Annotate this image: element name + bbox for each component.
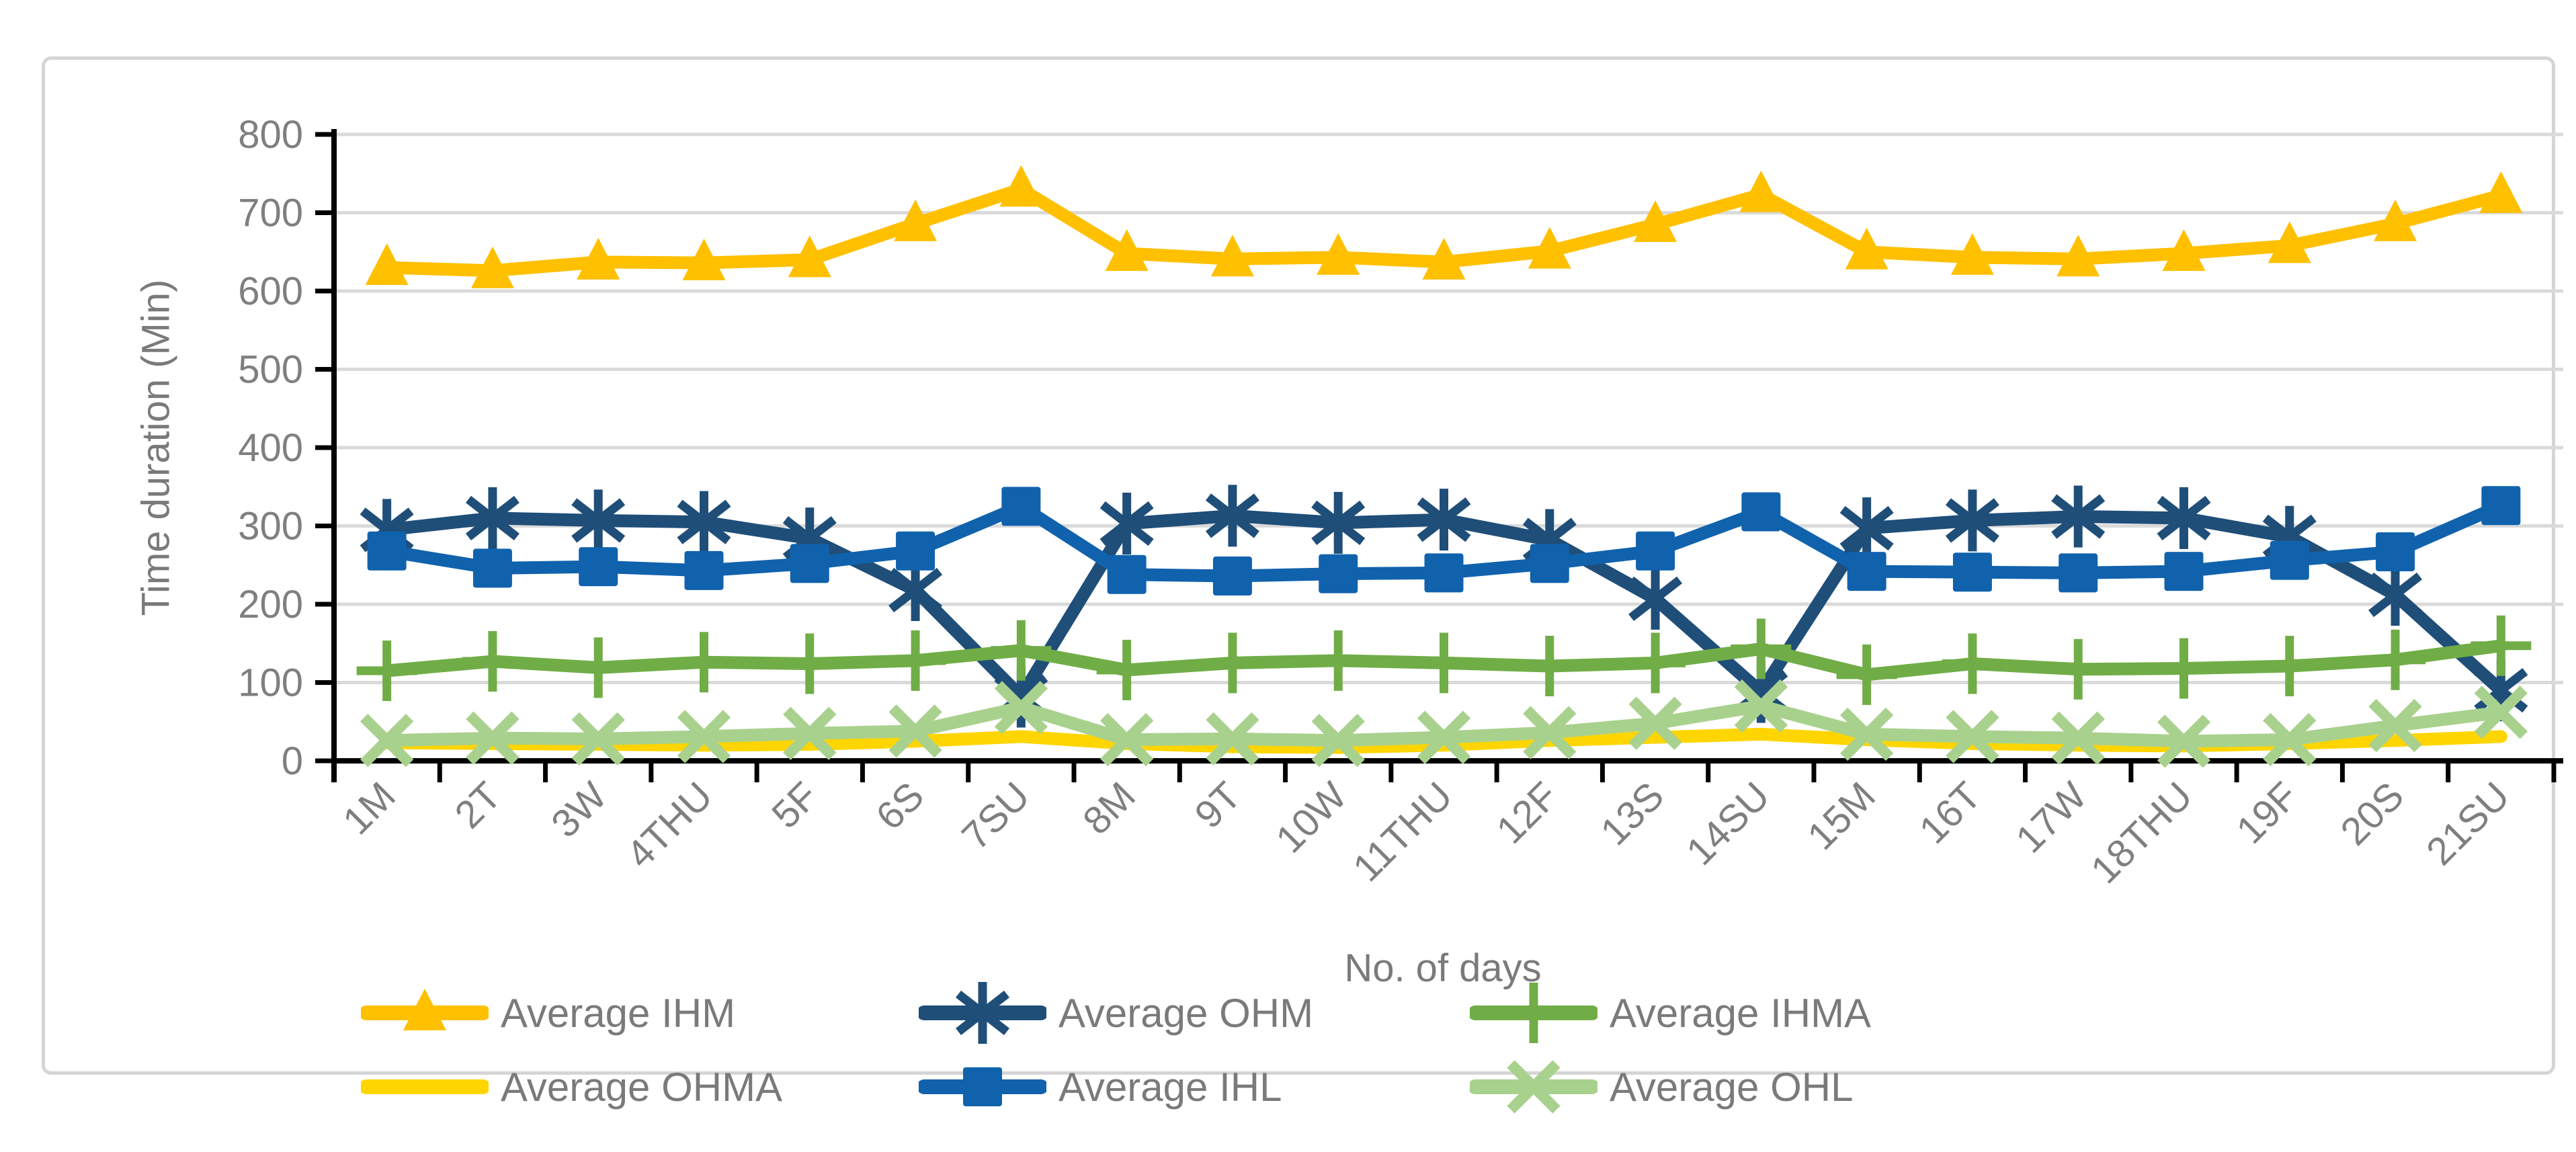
legend-swatch-plus-icon bbox=[1470, 983, 1597, 1043]
gridlines bbox=[334, 132, 2563, 684]
series-average-ihm bbox=[365, 165, 2523, 288]
y-tick-label: 700 bbox=[238, 192, 303, 235]
series-average-ihl bbox=[367, 486, 2521, 596]
y-tick-label: 100 bbox=[238, 661, 303, 705]
x-tick-label: 14SU bbox=[1678, 774, 1778, 874]
x-tick-label: 10W bbox=[1268, 774, 1355, 861]
x-tick-label: 7SU bbox=[954, 774, 1038, 858]
x-tick-label: 11THU bbox=[1345, 774, 1461, 890]
series-average-ohl bbox=[360, 679, 2528, 768]
legend-label: Average OHL bbox=[1610, 1064, 1854, 1110]
legend-entry-average-ohm: Average OHM bbox=[919, 981, 1313, 1045]
legend-entry-average-ihl: Average IHL bbox=[919, 1055, 1282, 1119]
axes bbox=[315, 129, 2563, 782]
legend-entry-average-ihm: Average IHM bbox=[361, 981, 735, 1045]
x-tick-label: 3W bbox=[543, 774, 616, 846]
x-tick-label: 17W bbox=[2007, 774, 2095, 861]
legend-entry-average-ohl: Average OHL bbox=[1470, 1055, 1853, 1119]
legend-label: Average OHMA bbox=[501, 1064, 783, 1110]
x-tick-label: 15M bbox=[1799, 774, 1884, 858]
y-tick-label: 400 bbox=[238, 426, 303, 470]
legend-entry-average-ohma: Average OHMA bbox=[361, 1055, 782, 1119]
y-tick-label: 800 bbox=[238, 113, 303, 157]
series-average-ihma bbox=[356, 615, 2532, 705]
x-tick-label: 19F bbox=[2228, 774, 2307, 852]
x-tick-label: 5F bbox=[763, 774, 827, 837]
legend-swatch-line-icon bbox=[361, 1079, 489, 1094]
line-chart-plot: 0 100 200 300 400 500 600 700 800 1M 2T 3W 4THU 5F 6S 7… bbox=[238, 113, 2563, 892]
y-tick-label: 600 bbox=[238, 270, 303, 313]
legend-label: Average IHL bbox=[1058, 1064, 1282, 1110]
y-tick-label: 300 bbox=[238, 505, 303, 548]
legend-swatch-asterisk-icon bbox=[919, 982, 1046, 1044]
y-tick-label: 0 bbox=[282, 739, 303, 783]
x-tick-label: 16T bbox=[1911, 774, 1989, 852]
x-tick-label: 6S bbox=[868, 774, 932, 838]
y-tick-label: 500 bbox=[238, 348, 303, 392]
x-tick-label: 9T bbox=[1186, 774, 1249, 837]
chart-frame: 0 100 200 300 400 500 600 700 800 1M 2T 3W 4THU 5F 6S 7… bbox=[42, 56, 2563, 1114]
x-tick-label: 2T bbox=[446, 774, 509, 837]
legend-label: Average IHM bbox=[501, 990, 736, 1036]
x-tick-label: 20S bbox=[2332, 774, 2412, 854]
legend-swatch-triangle-icon bbox=[361, 989, 489, 1030]
legend-swatch-x-icon bbox=[1470, 1060, 1597, 1114]
x-tick-label: 21SU bbox=[2418, 774, 2518, 874]
x-tick-label: 12F bbox=[1488, 774, 1567, 852]
x-tick-label: 1M bbox=[335, 774, 404, 843]
legend-entry-average-ihma: Average IHMA bbox=[1470, 981, 1871, 1045]
y-axis-title: Time duration (Min) bbox=[134, 279, 178, 616]
x-tick-label: 4THU bbox=[618, 774, 721, 876]
y-tick-labels: 0 100 200 300 400 500 600 700 800 bbox=[238, 113, 303, 783]
x-axis-title: No. of days bbox=[1344, 946, 1542, 990]
legend-label: Average IHMA bbox=[1610, 990, 1872, 1036]
legend-label: Average OHM bbox=[1058, 990, 1314, 1036]
x-tick-label: 18THU bbox=[2083, 774, 2201, 892]
x-tick-label: 13S bbox=[1592, 774, 1672, 854]
legend-swatch-square-icon bbox=[919, 1067, 1046, 1106]
y-tick-label: 200 bbox=[238, 583, 303, 626]
x-tick-label: 8M bbox=[1075, 774, 1144, 843]
